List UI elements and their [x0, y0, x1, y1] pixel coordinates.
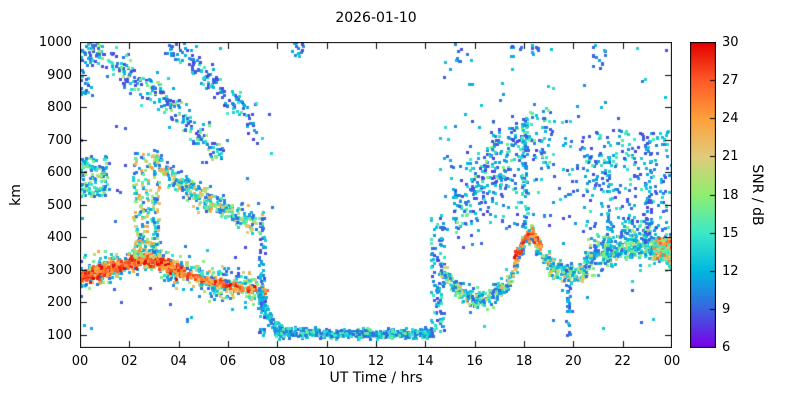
x-tick-label: 18	[515, 354, 533, 369]
x-tick-label: 20	[565, 354, 582, 369]
y-tick-label: 400	[47, 230, 72, 246]
x-tick-label: 22	[614, 354, 631, 369]
y-tick-label: 500	[47, 197, 72, 213]
colorbar-tick-label: 6	[722, 340, 731, 355]
y-tick-label: 200	[47, 295, 72, 311]
y-tick-label: 600	[47, 165, 72, 181]
x-tick-label: 06	[219, 354, 237, 369]
colorbar	[690, 42, 716, 348]
plot-area	[80, 42, 672, 348]
y-tick-label: 800	[47, 100, 72, 116]
x-tick-label: 02	[121, 354, 138, 369]
colorbar-tick-label: 18	[722, 187, 739, 203]
colorbar-tick-label: 21	[722, 149, 739, 165]
x-axis-label: UT Time / hrs	[329, 370, 423, 386]
y-tick-label: 900	[47, 67, 72, 83]
y-tick-label: 100	[47, 327, 72, 343]
x-tick-label: 14	[417, 354, 434, 369]
y-tick-label: 1000	[38, 35, 72, 50]
x-tick-label: 00	[663, 354, 681, 369]
x-tick-label: 16	[466, 354, 483, 369]
colorbar-label: SNR / dB	[749, 164, 765, 226]
x-tick-label: 10	[318, 354, 335, 369]
x-tick-label: 08	[269, 354, 286, 369]
colorbar-tick-label: 30	[722, 35, 739, 50]
y-tick-label: 300	[47, 262, 72, 278]
chart-title: 2026-01-10	[335, 10, 417, 26]
colorbar-tick-label: 12	[722, 263, 739, 279]
x-tick-label: 04	[170, 354, 187, 369]
colorbar-tick-label: 9	[722, 301, 731, 317]
colorbar-tick-label: 15	[722, 225, 739, 241]
colorbar-tick-label: 27	[722, 73, 739, 89]
x-tick-label: 12	[367, 354, 385, 369]
y-tick-label: 700	[47, 132, 72, 148]
x-tick-label: 00	[71, 354, 89, 369]
colorbar-tick-label: 24	[722, 111, 739, 127]
